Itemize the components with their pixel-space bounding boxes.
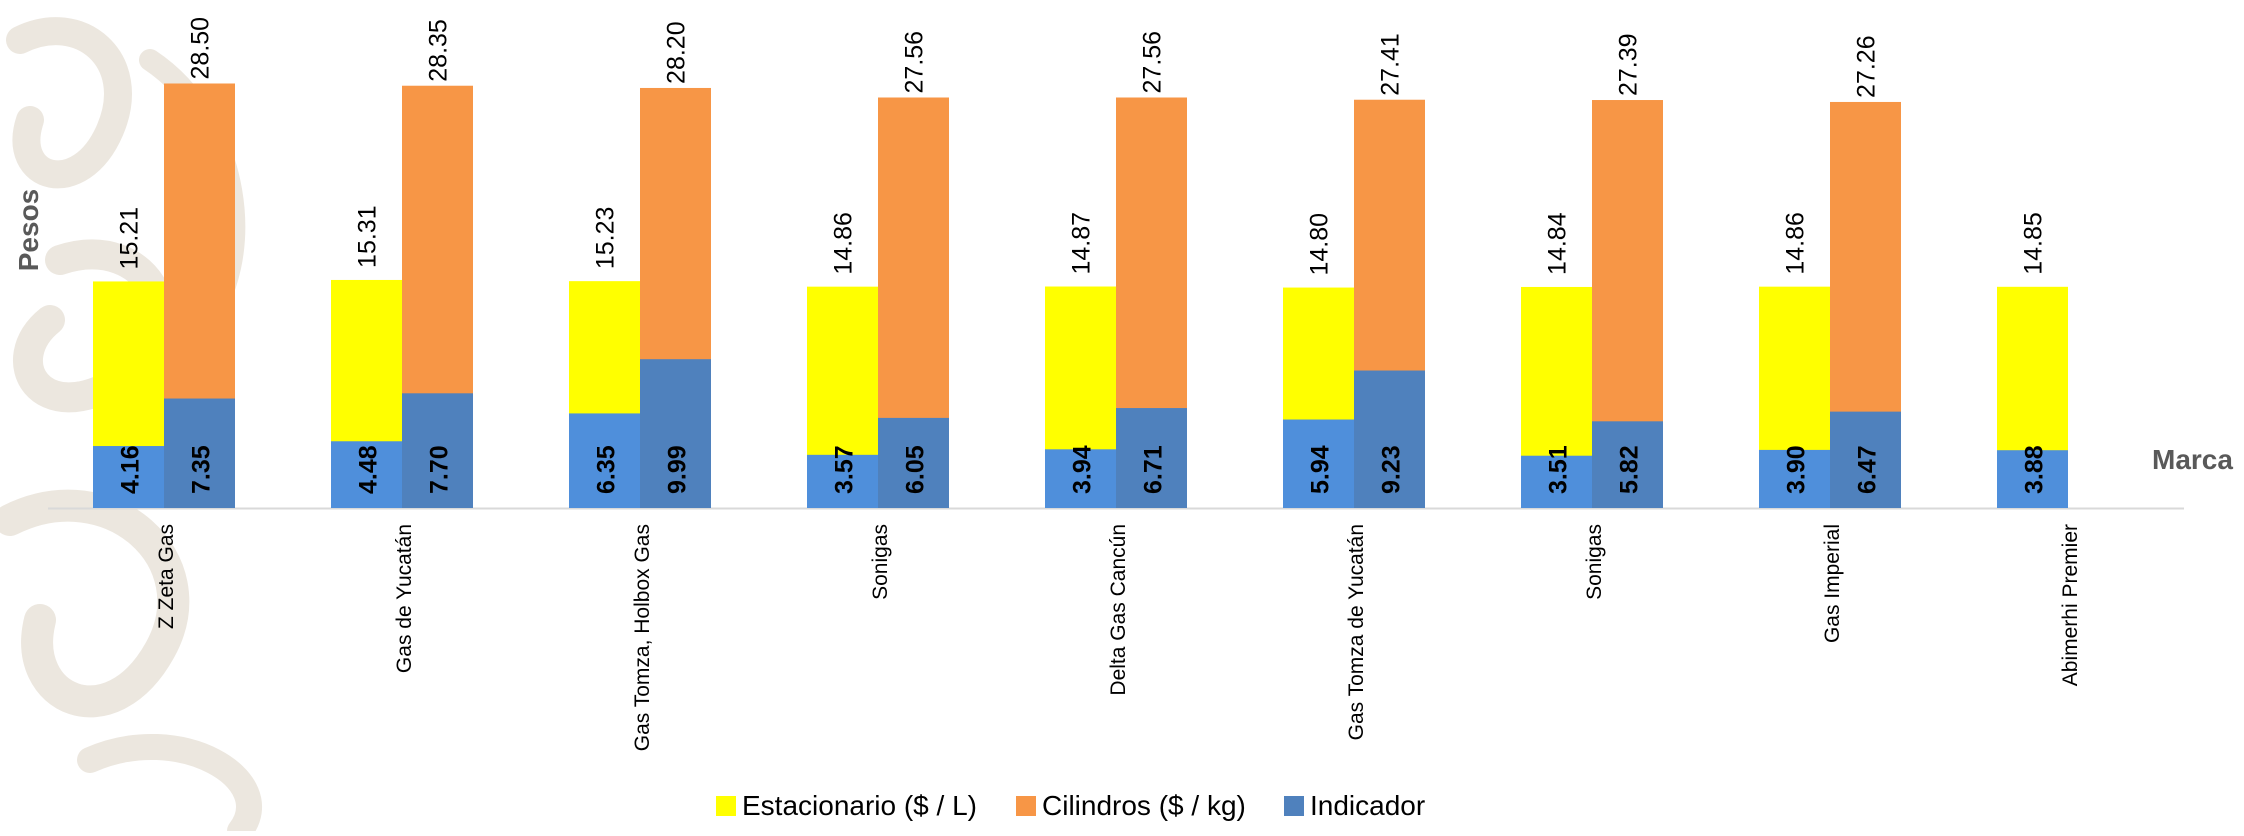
- data-label-indicador-estacionario: 3.90: [1783, 445, 1811, 494]
- data-label-indicador-cilindros: 7.35: [188, 445, 216, 494]
- bar-indicador-estacionario: [807, 454, 878, 508]
- x-tick-label: Sonigas: [1583, 524, 1606, 600]
- bar-indicador-cilindros: [164, 398, 235, 508]
- data-label-indicador-estacionario: 3.51: [1545, 445, 1573, 494]
- legend-label: Estacionario ($ / L): [742, 790, 977, 821]
- data-label-cilindros: 28.35: [425, 19, 453, 82]
- data-label-estacionario: 14.87: [1068, 212, 1096, 275]
- bar-indicador-cilindros: [402, 393, 473, 508]
- bar-indicador-estacionario: [331, 441, 402, 508]
- data-label-estacionario: 14.80: [1306, 213, 1334, 276]
- bar-indicador-estacionario: [1521, 455, 1592, 508]
- data-label-indicador-estacionario: 3.57: [831, 445, 859, 494]
- data-label-cilindros: 27.56: [901, 31, 929, 94]
- data-label-indicador-cilindros: 9.99: [664, 445, 692, 494]
- x-tick-label: Z Zeta Gas: [155, 524, 178, 629]
- x-tick-label: Gas Tomza de Yucatán: [1345, 524, 1368, 740]
- data-label-estacionario: 14.85: [2020, 212, 2048, 275]
- bar-indicador-cilindros: [1354, 370, 1425, 508]
- data-label-cilindros: 27.39: [1615, 33, 1643, 96]
- bar-indicador-cilindros: [878, 417, 949, 508]
- x-tick-label: Gas Tomza, Holbox Gas: [631, 524, 654, 751]
- data-label-cilindros: 27.26: [1853, 35, 1881, 98]
- data-label-cilindros: 27.41: [1377, 33, 1405, 96]
- data-label-indicador-cilindros: 6.05: [902, 445, 930, 494]
- data-label-indicador-cilindros: 5.82: [1616, 445, 1644, 494]
- data-label-indicador-cilindros: 6.47: [1854, 445, 1882, 494]
- x-axis-title: Marca: [2152, 444, 2233, 475]
- legend-label: Cilindros ($ / kg): [1042, 790, 1246, 821]
- x-tick-label: Abimerhi Premier: [2059, 524, 2082, 686]
- bar-indicador-estacionario: [1759, 449, 1830, 508]
- y-axis-title: Pesos: [13, 189, 44, 272]
- data-label-estacionario: 15.31: [354, 205, 382, 268]
- data-label-indicador-estacionario: 3.94: [1069, 445, 1097, 494]
- x-tick-label: Gas Imperial: [1821, 524, 1844, 643]
- data-label-indicador-estacionario: 5.94: [1307, 445, 1335, 494]
- data-label-cilindros: 27.56: [1139, 31, 1167, 94]
- bar-indicador-estacionario: [569, 413, 640, 508]
- data-label-indicador-estacionario: 3.88: [2021, 445, 2049, 494]
- data-label-indicador-estacionario: 4.48: [355, 445, 383, 494]
- bar-indicador-estacionario: [1045, 449, 1116, 508]
- bar-indicador-cilindros: [1116, 408, 1187, 508]
- data-label-estacionario: 14.86: [1782, 212, 1810, 275]
- data-label-estacionario: 14.84: [1544, 212, 1572, 275]
- data-label-indicador-cilindros: 6.71: [1140, 445, 1168, 494]
- data-label-indicador-cilindros: 9.23: [1378, 445, 1406, 494]
- bar-indicador-estacionario: [1997, 450, 2068, 508]
- bar-indicador-estacionario: [1283, 419, 1354, 508]
- legend: Estacionario ($ / L) Cilindros ($ / kg) In…: [716, 790, 1425, 821]
- x-tick-label: Sonigas: [869, 524, 892, 600]
- legend-swatch: [1284, 796, 1304, 816]
- data-label-estacionario: 15.23: [592, 207, 620, 270]
- x-tick-label: Gas de Yucatán: [393, 524, 416, 673]
- data-label-indicador-estacionario: 4.16: [117, 445, 145, 494]
- bar-indicador-cilindros: [640, 359, 711, 508]
- x-tick-label: Delta Gas Cancún: [1107, 524, 1130, 696]
- bar-indicador-cilindros: [1592, 421, 1663, 508]
- data-label-indicador-cilindros: 7.70: [426, 445, 454, 494]
- legend-swatch: [716, 796, 736, 816]
- data-label-cilindros: 28.20: [663, 21, 691, 84]
- data-label-indicador-estacionario: 6.35: [593, 445, 621, 494]
- data-label-estacionario: 14.86: [830, 212, 858, 275]
- legend-swatch: [1016, 796, 1036, 816]
- bar-indicador-cilindros: [1830, 411, 1901, 508]
- data-label-cilindros: 28.50: [187, 17, 215, 80]
- legend-label: Indicador: [1310, 790, 1425, 821]
- bar-indicador-estacionario: [93, 446, 164, 508]
- data-label-estacionario: 15.21: [116, 207, 144, 270]
